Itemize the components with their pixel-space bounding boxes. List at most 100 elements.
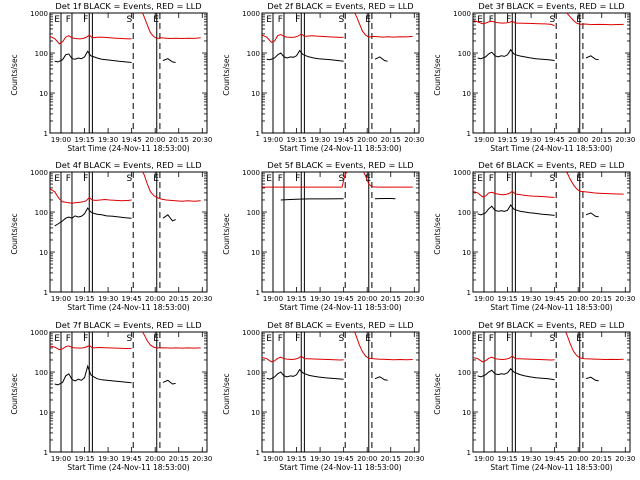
y-tick-label: 1 <box>44 130 48 138</box>
y-tick-label: 1 <box>256 449 260 457</box>
y-tick-label: 1 <box>467 289 471 297</box>
x-tick-label: 19:30 <box>310 455 330 463</box>
x-tick-label: 20:00 <box>568 295 588 303</box>
series-group <box>262 172 413 201</box>
y-tick-label: 10 <box>39 409 48 417</box>
plot-frame <box>49 12 208 134</box>
chart-title: Det 9f BLACK = Events, RED = LLD <box>478 320 624 330</box>
x-tick-label: 20:30 <box>192 455 212 463</box>
plot-frame <box>472 171 631 293</box>
x-tick-label: 20:15 <box>169 295 189 303</box>
x-tick-label: 20:30 <box>404 136 424 144</box>
x-tick-label: 19:30 <box>521 455 541 463</box>
x-tick-label: 19:00 <box>263 295 283 303</box>
x-tick-label: 19:15 <box>497 295 517 303</box>
chart-panel-8: Det 8f BLACK = Events, RED = LLD 1 10 100 10… <box>222 320 424 472</box>
x-tick-label: 19:00 <box>51 136 71 144</box>
x-axis-label: Start Time (24-Nov-11 18:53:00) <box>490 463 612 472</box>
events-series-line <box>54 50 132 63</box>
event-marker-label: F <box>83 334 88 344</box>
x-tick-label: 19:30 <box>521 295 541 303</box>
x-tick-label: 20:15 <box>592 455 612 463</box>
lld-series-line <box>142 332 201 349</box>
plot-frame <box>49 331 208 453</box>
lld-series-line <box>262 33 344 43</box>
y-tick-label: 100 <box>247 369 260 377</box>
chart-title: Det 4f BLACK = Events, RED = LLD <box>55 160 201 170</box>
series-group <box>50 332 201 386</box>
event-marker-label: F <box>66 334 71 344</box>
lld-series-line <box>565 332 624 361</box>
y-tick-label: 100 <box>458 50 471 58</box>
x-axis-label: Start Time (24-Nov-11 18:53:00) <box>279 144 401 153</box>
x-tick-label: 19:30 <box>98 136 118 144</box>
x-tick-label: 19:30 <box>98 295 118 303</box>
event-marker-label: F <box>278 334 283 344</box>
events-series-line <box>54 364 132 386</box>
events-series-line <box>585 55 599 61</box>
events-series-line <box>162 214 176 222</box>
event-marker-label: F <box>489 174 494 184</box>
x-tick-label: 19:00 <box>474 295 494 303</box>
x-tick-label: 19:15 <box>497 455 517 463</box>
y-tick-label: 1000 <box>242 329 260 337</box>
y-tick-label: 10 <box>462 90 471 98</box>
lld-series-line <box>565 172 624 195</box>
event-marker-label: E <box>477 15 483 25</box>
x-tick-label: 20:30 <box>615 455 635 463</box>
series-group <box>473 172 624 218</box>
chart-panel-5: Det 5f BLACK = Events, RED = LLD 1 10 100 10… <box>222 160 424 312</box>
x-axis-label: Start Time (24-Nov-11 18:53:00) <box>279 463 401 472</box>
events-series-line <box>374 376 388 381</box>
x-tick-label: 20:30 <box>404 295 424 303</box>
x-tick-label: 19:45 <box>545 455 565 463</box>
x-tick-label: 19:30 <box>310 136 330 144</box>
x-tick-label: 19:15 <box>74 295 94 303</box>
chart-title: Det 6f BLACK = Events, RED = LLD <box>478 160 624 170</box>
events-series-line <box>585 376 599 382</box>
y-axis-label: Counts/sec <box>222 213 231 254</box>
lld-series-line <box>262 355 344 363</box>
series-group <box>262 13 413 62</box>
events-series-line <box>374 56 388 62</box>
plot-frame <box>261 171 420 293</box>
y-tick-label: 1 <box>44 289 48 297</box>
y-axis-label: Counts/sec <box>433 213 442 254</box>
x-tick-label: 19:30 <box>310 295 330 303</box>
event-marker-label: E <box>365 15 371 25</box>
lld-series-line <box>50 188 132 204</box>
event-marker-label: S <box>126 174 132 184</box>
event-marker-label: F <box>83 174 88 184</box>
x-tick-label: 19:45 <box>334 455 354 463</box>
lld-series-line <box>473 355 555 363</box>
event-marker-label: F <box>295 15 300 25</box>
series-group <box>262 332 413 381</box>
y-tick-label: 10 <box>251 90 260 98</box>
events-series-line <box>477 368 555 381</box>
chart-title: Det 2f BLACK = Events, RED = LLD <box>267 1 413 11</box>
x-axis-label: Start Time (24-Nov-11 18:53:00) <box>490 144 612 153</box>
y-axis-label: Counts/sec <box>433 54 442 95</box>
events-series-line <box>477 204 555 216</box>
events-series-line <box>266 49 344 62</box>
y-tick-label: 10 <box>39 90 48 98</box>
x-tick-label: 20:00 <box>145 136 165 144</box>
x-tick-label: 20:00 <box>145 295 165 303</box>
event-marker-label: E <box>477 174 483 184</box>
x-tick-label: 20:15 <box>381 295 401 303</box>
event-marker-label: E <box>477 334 483 344</box>
y-tick-label: 10 <box>462 249 471 257</box>
series-group <box>50 13 201 63</box>
x-tick-label: 20:00 <box>357 136 377 144</box>
event-marker-label: F <box>506 334 511 344</box>
x-tick-label: 19:15 <box>286 455 306 463</box>
chart-panel-6: Det 6f BLACK = Events, RED = LLD 1 10 100 10… <box>433 160 635 312</box>
x-tick-label: 20:00 <box>357 455 377 463</box>
x-tick-label: 19:15 <box>74 455 94 463</box>
x-tick-label: 19:45 <box>122 295 142 303</box>
y-tick-label: 1 <box>467 449 471 457</box>
x-tick-label: 20:15 <box>169 136 189 144</box>
event-marker-label: S <box>338 15 344 25</box>
y-tick-label: 1 <box>467 130 471 138</box>
event-marker-label: E <box>54 334 60 344</box>
